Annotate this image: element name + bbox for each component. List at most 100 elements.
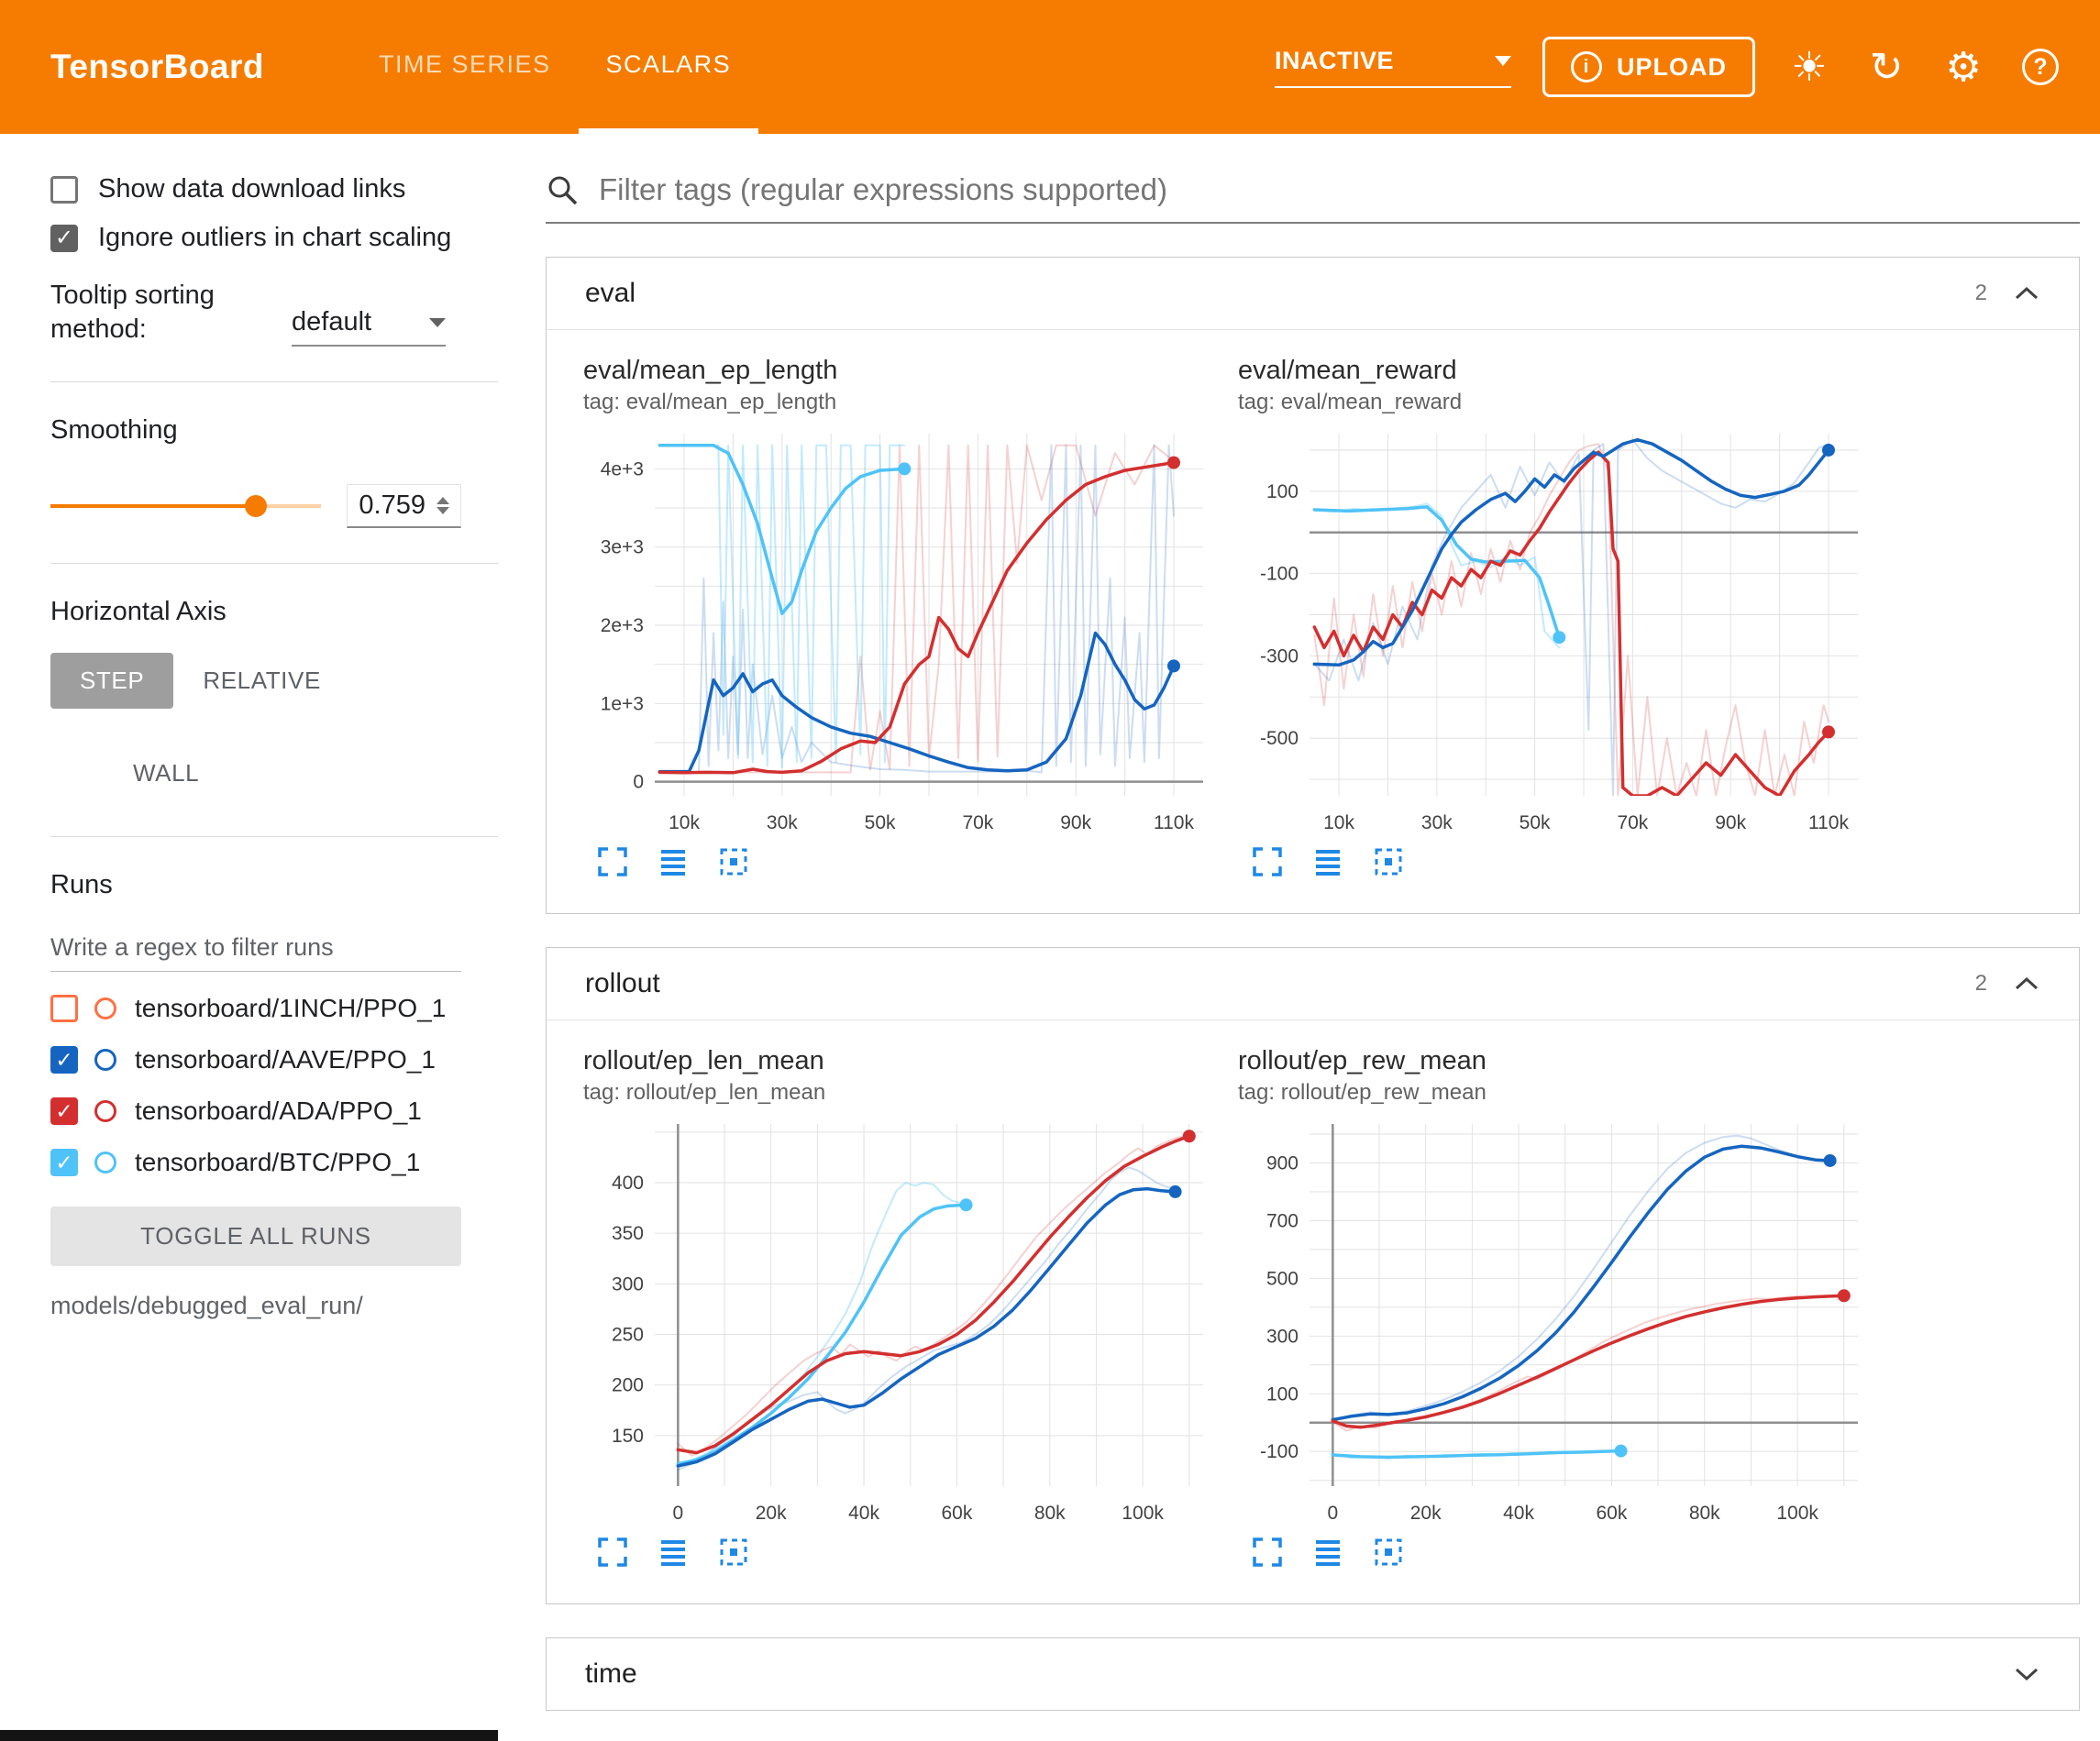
svg-text:10k: 10k xyxy=(669,812,700,833)
svg-text:700: 700 xyxy=(1266,1210,1299,1231)
collapse-chevron-icon[interactable] xyxy=(2013,284,2040,303)
section-rollout-header[interactable]: rollout 2 xyxy=(547,948,2079,1019)
svg-text:-500: -500 xyxy=(1260,728,1299,749)
svg-text:110k: 110k xyxy=(1154,812,1194,833)
question-mark-icon: ? xyxy=(2022,49,2059,85)
svg-text:2e+3: 2e+3 xyxy=(601,615,644,636)
line-chart[interactable]: 0 20k 40k 60k 80k 100k -100 100 300 500 700 900 xyxy=(1238,1111,1871,1528)
section-title: rollout xyxy=(585,968,660,998)
status-dropdown[interactable]: INACTIVE xyxy=(1275,47,1511,88)
smoothing-slider[interactable] xyxy=(50,495,322,517)
expand-icon[interactable] xyxy=(596,845,629,878)
tooltip-sorting-dropdown[interactable]: default xyxy=(292,307,446,347)
svg-text:200: 200 xyxy=(612,1375,644,1396)
chart-tag: tag: rollout/ep_rew_mean xyxy=(1238,1080,1487,1105)
section-time-header[interactable]: time xyxy=(547,1638,2079,1710)
show-download-links-checkbox[interactable]: Show data download links xyxy=(50,174,461,204)
settings-gear-icon[interactable]: ⚙ xyxy=(1945,44,1982,90)
collapse-chevron-icon[interactable] xyxy=(2013,975,2040,993)
svg-text:30k: 30k xyxy=(767,812,798,833)
svg-text:900: 900 xyxy=(1266,1152,1299,1174)
svg-text:100k: 100k xyxy=(1776,1503,1818,1524)
section-eval-header[interactable]: eval 2 xyxy=(547,258,2079,329)
svg-text:0: 0 xyxy=(1327,1503,1338,1524)
fit-to-data-icon[interactable] xyxy=(717,845,750,878)
tab-time-series[interactable]: TIME SERIES xyxy=(379,50,551,78)
svg-text:150: 150 xyxy=(612,1426,644,1447)
tab-scalars[interactable]: SCALARS xyxy=(578,0,759,134)
chart-count-badge: 2 xyxy=(1974,971,1987,996)
axis-button-step[interactable]: STEP xyxy=(50,653,174,709)
chart-toolbar xyxy=(583,845,1225,878)
brightness-icon[interactable]: ☀ xyxy=(1791,44,1828,90)
run-checkbox[interactable] xyxy=(50,1046,78,1074)
checkbox-label: Ignore outliers in chart scaling xyxy=(98,223,452,252)
smoothing-value-input[interactable]: 0.759 xyxy=(347,484,461,528)
horizontal-axis-buttons: STEP RELATIVE WALL xyxy=(50,653,461,801)
axis-button-relative[interactable]: RELATIVE xyxy=(203,667,321,694)
svg-text:60k: 60k xyxy=(941,1503,972,1524)
chart-count-badge: 2 xyxy=(1974,281,1987,305)
svg-text:-100: -100 xyxy=(1260,1441,1299,1462)
run-item-btc[interactable]: tensorboard/BTC/PPO_1 xyxy=(50,1148,461,1177)
svg-text:-300: -300 xyxy=(1260,645,1299,667)
chart-card-rollout-ep-rew-mean: rollout/ep_rew_mean tag: rollout/ep_rew_… xyxy=(1238,1046,1880,1569)
run-item-aave[interactable]: tensorboard/AAVE/PPO_1 xyxy=(50,1045,461,1074)
chart-card-rollout-ep-len-mean: rollout/ep_len_mean tag: rollout/ep_len_… xyxy=(583,1046,1225,1569)
run-checkbox[interactable] xyxy=(50,1149,78,1176)
main-tabs: TIME SERIES SCALARS xyxy=(351,0,759,134)
divider xyxy=(50,836,498,837)
toggle-all-runs-button[interactable]: TOGGLE ALL RUNS xyxy=(50,1207,461,1266)
help-icon[interactable]: ? xyxy=(2017,44,2063,90)
runs-filter-input[interactable] xyxy=(50,924,461,972)
refresh-icon[interactable]: ↻ xyxy=(1869,44,1904,90)
tag-filter-input[interactable] xyxy=(599,172,2080,207)
run-item-ada[interactable]: tensorboard/ADA/PPO_1 xyxy=(50,1096,461,1126)
svg-text:90k: 90k xyxy=(1060,812,1091,833)
svg-text:40k: 40k xyxy=(848,1503,879,1524)
expand-icon[interactable] xyxy=(1251,1536,1284,1569)
expand-icon[interactable] xyxy=(1251,845,1284,878)
collapse-chevron-icon[interactable] xyxy=(2013,1665,2040,1683)
axis-button-wall[interactable]: WALL xyxy=(133,759,200,787)
ignore-outliers-checkbox[interactable]: Ignore outliers in chart scaling xyxy=(50,223,461,253)
section-eval-body: eval/mean_ep_length tag: eval/mean_ep_le… xyxy=(547,329,2079,913)
settings-sidebar: Show data download links Ignore outliers… xyxy=(0,134,498,1730)
run-checkbox[interactable] xyxy=(50,1097,78,1125)
svg-text:70k: 70k xyxy=(1617,812,1648,833)
checkbox-icon[interactable] xyxy=(50,224,78,252)
expand-icon[interactable] xyxy=(596,1536,629,1569)
line-chart[interactable]: 10k 30k 50k 70k 90k 110k 100 -100 -300 -500 xyxy=(1238,421,1871,838)
slider-thumb[interactable] xyxy=(245,495,268,517)
section-rollout-body: rollout/ep_len_mean tag: rollout/ep_len_… xyxy=(547,1019,2079,1603)
line-chart[interactable]: 10k 30k 50k 70k 90k 110k 0 1e+3 2e+3 3e+3 4e+3 xyxy=(583,421,1216,838)
run-item-1inch[interactable]: tensorboard/1INCH/PPO_1 xyxy=(50,994,461,1023)
section-rollout: rollout 2 rollout/ep_len_mean tag: rollo… xyxy=(546,947,2080,1604)
svg-text:0: 0 xyxy=(672,1503,683,1524)
data-table-icon[interactable] xyxy=(1311,845,1344,878)
svg-text:3e+3: 3e+3 xyxy=(601,537,644,558)
fit-to-data-icon[interactable] xyxy=(1372,845,1405,878)
fit-to-data-icon[interactable] xyxy=(1372,1536,1405,1569)
svg-text:100: 100 xyxy=(1266,481,1299,502)
data-table-icon[interactable] xyxy=(657,845,690,878)
chart-title: eval/mean_ep_length xyxy=(583,356,838,385)
stepper-arrows-icon[interactable] xyxy=(437,497,449,514)
run-color-swatch xyxy=(94,997,116,1019)
run-checkbox[interactable] xyxy=(50,995,78,1022)
checkbox-icon[interactable] xyxy=(50,175,78,204)
line-chart[interactable]: 0 20k 40k 60k 80k 100k 150 200 250 300 350 400 xyxy=(583,1111,1216,1528)
fit-to-data-icon[interactable] xyxy=(717,1536,750,1569)
data-table-icon[interactable] xyxy=(1311,1536,1344,1569)
run-label: tensorboard/1INCH/PPO_1 xyxy=(135,994,447,1022)
svg-text:300: 300 xyxy=(612,1273,644,1295)
dashboard-main: eval 2 eval/mean_ep_length tag: eval/mea… xyxy=(498,134,2100,1741)
data-table-icon[interactable] xyxy=(657,1536,690,1569)
bottom-edge xyxy=(0,1730,498,1741)
slider-fill xyxy=(50,504,257,508)
svg-text:100: 100 xyxy=(1266,1383,1299,1405)
svg-text:250: 250 xyxy=(612,1324,644,1345)
upload-button[interactable]: i UPLOAD xyxy=(1542,37,1755,97)
chevron-down-icon xyxy=(429,317,446,327)
